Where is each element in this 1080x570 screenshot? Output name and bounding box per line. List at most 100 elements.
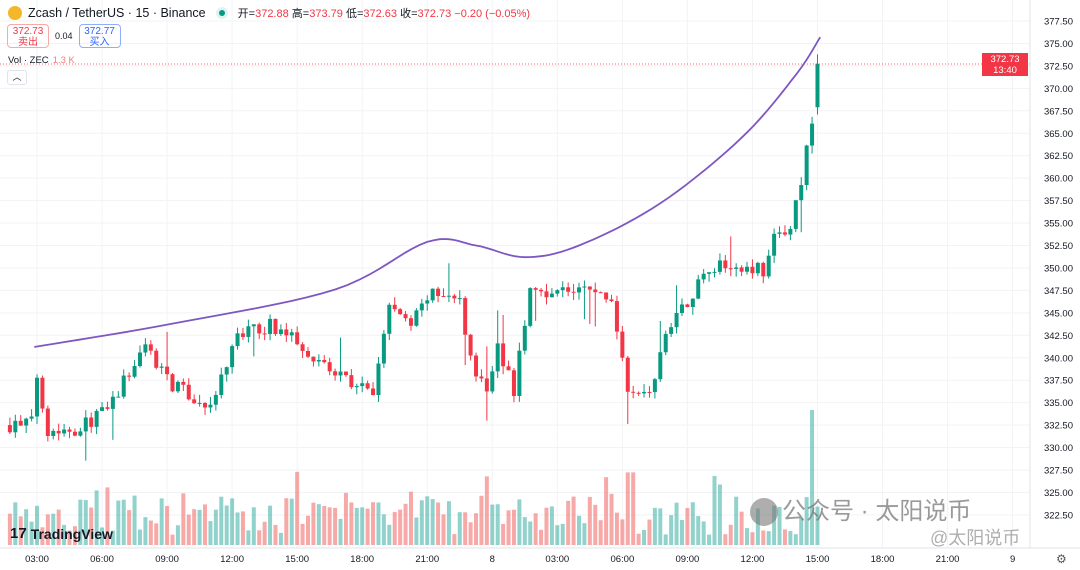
volume-bar: [566, 500, 571, 545]
candle-body: [295, 332, 300, 345]
volume-bar: [208, 521, 213, 545]
volume-bar: [360, 507, 365, 545]
zcash-coin-icon: [8, 6, 22, 20]
candle-body: [679, 304, 684, 314]
volume-bar: [403, 503, 408, 545]
volume-bars: [7, 410, 820, 545]
candle-body: [506, 366, 511, 371]
candle-body: [333, 371, 338, 376]
volume-bar: [582, 523, 587, 545]
volume-bar: [333, 507, 338, 545]
candle-body: [127, 375, 132, 377]
volume-bar: [707, 534, 712, 545]
volume-bar: [810, 410, 815, 545]
candle-body: [755, 262, 760, 274]
volume-bar: [105, 487, 110, 545]
volume-bar: [490, 504, 495, 545]
volume-bar: [799, 518, 804, 545]
settings-gear-icon[interactable]: ⚙: [1056, 552, 1067, 566]
spread: 0.04: [55, 31, 73, 41]
volume-bar: [62, 524, 67, 545]
candle-body: [495, 343, 500, 372]
volume-bar: [723, 534, 728, 545]
time-tick-label: 09:00: [676, 554, 700, 565]
candle-body: [788, 228, 793, 235]
candle-body: [29, 416, 34, 419]
volume-bar: [674, 502, 679, 545]
market-open-icon: [215, 7, 228, 19]
volume-bar: [219, 496, 224, 545]
volume-bar: [495, 504, 500, 545]
candle-body: [528, 288, 533, 326]
volume-bar: [804, 497, 809, 545]
sell-button[interactable]: 372.73 卖出: [7, 24, 49, 48]
volume-bar: [7, 513, 12, 545]
candle-body: [13, 420, 18, 433]
candle-body: [436, 288, 441, 297]
volume-bar: [479, 495, 484, 545]
candle-body: [300, 344, 305, 351]
volume-bar: [690, 502, 695, 545]
volume-bar: [132, 495, 137, 545]
candle-body: [474, 355, 479, 377]
price-axis[interactable]: 377.50 375.00 372.50 370.00 367.50 365.00 362.…: [1044, 17, 1073, 522]
volume-bar: [371, 502, 376, 545]
volume-bar: [577, 515, 581, 545]
purple-curve: [34, 36, 821, 348]
volume-bar: [647, 519, 652, 545]
candle-body: [782, 232, 787, 235]
candle-body: [392, 304, 397, 310]
candle-body: [739, 267, 744, 272]
volume-bar: [45, 514, 50, 545]
volume-bar: [295, 471, 300, 545]
candle-body: [522, 325, 527, 351]
candle-body: [105, 407, 110, 409]
volume-bar: [652, 507, 657, 545]
candle-body: [7, 425, 12, 433]
price-tick-label: 372.50: [1044, 61, 1073, 72]
candle-body: [614, 301, 619, 332]
candle-body: [587, 286, 592, 290]
volume-bar: [300, 523, 305, 545]
volume-bar: [67, 530, 72, 545]
volume-bar: [51, 513, 56, 545]
price-tick-label: 340.00: [1044, 353, 1073, 364]
volume-bar: [13, 502, 18, 545]
volume-bar: [468, 522, 473, 545]
time-tick-label: 12:00: [220, 554, 244, 565]
candle-body: [593, 289, 598, 293]
volume-bar: [311, 502, 316, 545]
candle-body: [425, 300, 430, 304]
volume-bar: [83, 500, 88, 545]
symbol-title[interactable]: Zcash / TetherUS · 15 · Binance: [28, 6, 206, 20]
candle-body: [712, 271, 717, 273]
candle-body: [674, 313, 679, 328]
volume-bar: [224, 505, 229, 545]
buy-button[interactable]: 372.77 买入: [78, 24, 121, 48]
candle-body: [517, 350, 522, 396]
tradingview-logo[interactable]: 17 TradingView: [10, 525, 113, 542]
chevron-up-icon[interactable]: ︿: [7, 70, 27, 85]
candle-body: [555, 290, 560, 294]
volume-bar: [316, 504, 321, 545]
volume-bar: [306, 515, 310, 545]
volume-bar: [571, 496, 576, 545]
volume-bar: [165, 506, 170, 545]
volume-bar: [598, 520, 603, 545]
time-tick-label: 09:00: [155, 554, 179, 565]
candle-body: [219, 374, 224, 395]
candle-body: [728, 268, 733, 270]
candle-body: [360, 383, 365, 387]
candle-body: [165, 366, 170, 375]
candle-body: [365, 383, 370, 389]
candle-body: [690, 298, 695, 308]
volume-bar: [197, 509, 202, 545]
volume-bar: [614, 512, 619, 545]
candle-body: [717, 260, 722, 272]
price-tick-label: 327.50: [1044, 466, 1073, 477]
time-axis[interactable]: 03:00 06:00 09:00 12:00 15:00 18:00 21:00 8 03:0…: [25, 554, 1015, 565]
price-tick-label: 375.00: [1044, 39, 1073, 50]
volume-bar: [446, 501, 451, 545]
candles: [7, 54, 820, 461]
